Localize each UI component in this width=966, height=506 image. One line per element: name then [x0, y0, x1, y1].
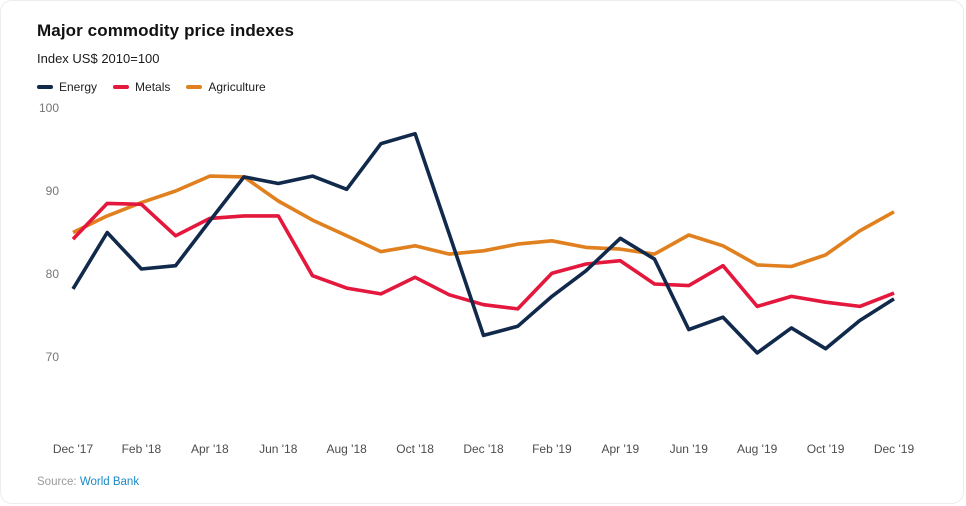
legend-item-metals: Metals — [113, 80, 170, 94]
y-axis-tick-label: 100 — [38, 101, 59, 115]
source-label: Source: — [37, 476, 77, 488]
legend-item-energy: Energy — [37, 80, 97, 94]
legend-label-metals: Metals — [135, 80, 171, 94]
source-link[interactable]: World Bank — [79, 476, 140, 488]
agriculture-line-swatch-icon — [186, 85, 203, 89]
energy-line-swatch-icon — [37, 85, 53, 89]
chart-legend: Energy Metals Agriculture — [37, 80, 266, 94]
x-axis-tick-label: Aug '18 — [326, 442, 367, 456]
series-line-metals — [71, 201, 895, 311]
source-note: Source: World Bank — [37, 476, 139, 488]
x-axis-tick-label: Dec '19 — [873, 442, 915, 456]
x-axis-tick-label: Jun '19 — [669, 442, 708, 456]
series-line-energy — [71, 131, 895, 355]
x-axis-tick-label: Feb '19 — [532, 442, 572, 456]
y-axis-tick-label: 70 — [45, 350, 59, 364]
series-line-agriculture — [72, 174, 895, 269]
x-axis-tick-label: Dec '17 — [52, 442, 94, 456]
x-axis-tick-label: Dec '18 — [463, 442, 504, 456]
x-axis-tick-label: Apr '18 — [191, 442, 229, 456]
legend-label-agriculture: Agriculture — [208, 80, 266, 94]
x-axis-tick-label: Apr '19 — [601, 442, 640, 456]
x-axis-tick-label: Oct '19 — [806, 442, 845, 456]
chart-subtitle: Index US$ 2010=100 — [37, 51, 160, 66]
legend-item-agriculture: Agriculture — [186, 80, 266, 94]
x-axis-tick-label: Aug '19 — [736, 442, 778, 456]
x-axis-tick-label: Oct '18 — [396, 442, 434, 456]
y-axis-tick-label: 90 — [45, 184, 59, 198]
x-axis-tick-label: Jun '18 — [259, 442, 298, 456]
chart-title: Major commodity price indexes — [37, 21, 295, 40]
metals-line-swatch-icon — [113, 85, 130, 89]
y-axis-tick-label: 80 — [45, 267, 59, 281]
x-axis-tick-label: Feb '18 — [121, 442, 162, 456]
legend-label-energy: Energy — [59, 80, 98, 94]
